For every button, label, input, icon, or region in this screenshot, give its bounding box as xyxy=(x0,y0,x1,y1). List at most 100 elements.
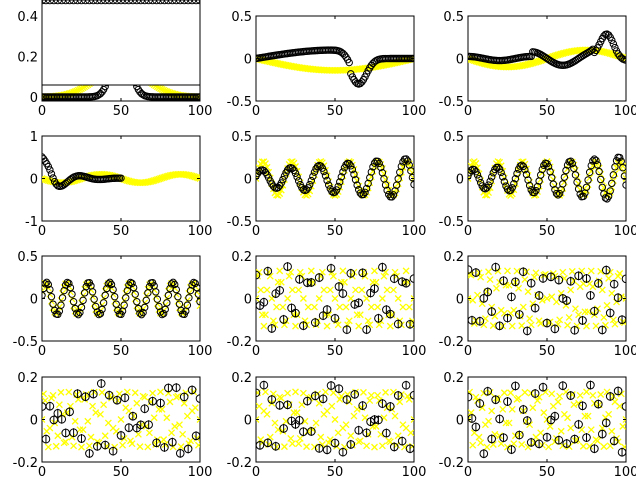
data-point-x xyxy=(358,286,366,294)
data-point-circle xyxy=(397,162,406,171)
data-point-x xyxy=(518,322,526,330)
x-tick-label: 0 xyxy=(464,224,472,239)
data-point-circle xyxy=(348,165,357,174)
data-point-x xyxy=(79,426,87,434)
data-point-x xyxy=(92,409,100,417)
data-point-x xyxy=(374,391,382,399)
data-point-x xyxy=(589,391,597,399)
data-point-x xyxy=(468,388,474,396)
data-point-circle xyxy=(107,280,116,289)
data-point-circle xyxy=(279,175,287,184)
data-point-circle xyxy=(136,0,146,5)
data-point-x xyxy=(284,295,292,302)
data-point-circle xyxy=(46,285,54,294)
data-point-circle xyxy=(609,40,618,48)
data-point-x xyxy=(356,437,364,445)
x-tick-label: 100 xyxy=(402,104,427,119)
data-point-x xyxy=(371,267,378,275)
x-tick-label: 100 xyxy=(614,224,636,239)
data-point-circle xyxy=(362,184,371,193)
data-point-x xyxy=(567,286,575,294)
x-tick-label: 50 xyxy=(113,104,130,119)
data-point-x xyxy=(100,401,108,409)
y-tick-label: 1 xyxy=(30,130,38,145)
data-point-circle xyxy=(104,280,113,288)
data-point-circle xyxy=(337,173,346,181)
data-point-x xyxy=(518,441,526,448)
y-tick-label: 0 xyxy=(456,293,464,308)
data-point-x xyxy=(347,295,355,302)
data-point-x xyxy=(488,407,496,415)
data-point-circle xyxy=(500,177,509,186)
data-point-x xyxy=(326,286,334,294)
data-point-circle xyxy=(96,0,106,5)
data-point-circle xyxy=(367,168,376,176)
data-point-x xyxy=(299,295,307,302)
subplot-6: 0 50 100-0.500.5 xyxy=(439,130,636,239)
data-point-x xyxy=(44,443,52,451)
data-point-circle xyxy=(172,0,181,5)
data-point-x xyxy=(271,321,279,329)
data-point-x xyxy=(605,410,613,418)
data-point-x xyxy=(119,441,127,449)
data-point-x xyxy=(277,394,285,402)
data-point-circle xyxy=(73,0,82,5)
data-point-x xyxy=(407,429,414,437)
data-point-x xyxy=(556,316,564,324)
data-point-circle xyxy=(611,43,619,52)
data-point-x xyxy=(191,404,199,412)
data-point-x xyxy=(311,443,318,451)
data-point-x xyxy=(505,281,513,289)
data-point-circle xyxy=(530,188,539,197)
data-point-circle xyxy=(560,173,569,181)
data-point-x xyxy=(594,437,602,445)
data-point-circle xyxy=(622,56,626,64)
data-point-x xyxy=(157,388,164,396)
y-tick-label: 0.2 xyxy=(443,371,464,386)
data-point-circle xyxy=(183,0,193,5)
data-point-x xyxy=(352,286,359,294)
data-point-circle xyxy=(345,159,353,168)
data-point-circle xyxy=(320,167,328,176)
data-point-x xyxy=(70,442,78,450)
data-point-circle xyxy=(77,303,86,312)
data-point-circle xyxy=(573,178,581,186)
data-point-x xyxy=(84,417,92,425)
data-point-circle xyxy=(158,310,166,319)
series-black xyxy=(42,278,200,319)
data-point-x xyxy=(269,317,277,325)
data-point-circle xyxy=(544,162,553,171)
data-point-x xyxy=(410,416,414,423)
data-point-circle xyxy=(473,171,482,179)
data-point-circle xyxy=(133,298,141,306)
data-point-x xyxy=(546,422,554,430)
y-tick-label: -0.2 xyxy=(439,335,464,350)
data-point-x xyxy=(117,416,125,423)
plot-marks xyxy=(256,380,414,457)
data-point-circle xyxy=(152,0,161,5)
data-point-x xyxy=(296,268,304,276)
data-point-circle xyxy=(409,274,414,283)
data-point-x xyxy=(491,312,499,320)
data-point-circle xyxy=(592,156,600,165)
data-point-x xyxy=(97,410,104,418)
data-point-x xyxy=(329,272,337,280)
data-point-x xyxy=(483,443,491,451)
data-point-x xyxy=(606,188,614,196)
data-point-circle xyxy=(388,193,396,201)
subplot-7: 0 50 100-0.500.5 xyxy=(13,250,213,359)
data-point-x xyxy=(609,316,617,324)
data-point-x xyxy=(472,393,480,401)
data-point-x xyxy=(194,174,200,182)
series-black xyxy=(256,380,414,457)
data-point-x xyxy=(312,419,320,427)
data-point-x xyxy=(564,321,571,329)
data-point-circle xyxy=(552,189,561,198)
data-point-x xyxy=(390,286,397,294)
data-point-x xyxy=(296,434,304,442)
x-tick-label: 50 xyxy=(113,344,130,359)
data-point-x xyxy=(196,416,200,423)
y-tick-label: 0.5 xyxy=(443,10,464,25)
x-tick-label: 0 xyxy=(38,465,46,480)
data-point-x xyxy=(603,301,611,309)
